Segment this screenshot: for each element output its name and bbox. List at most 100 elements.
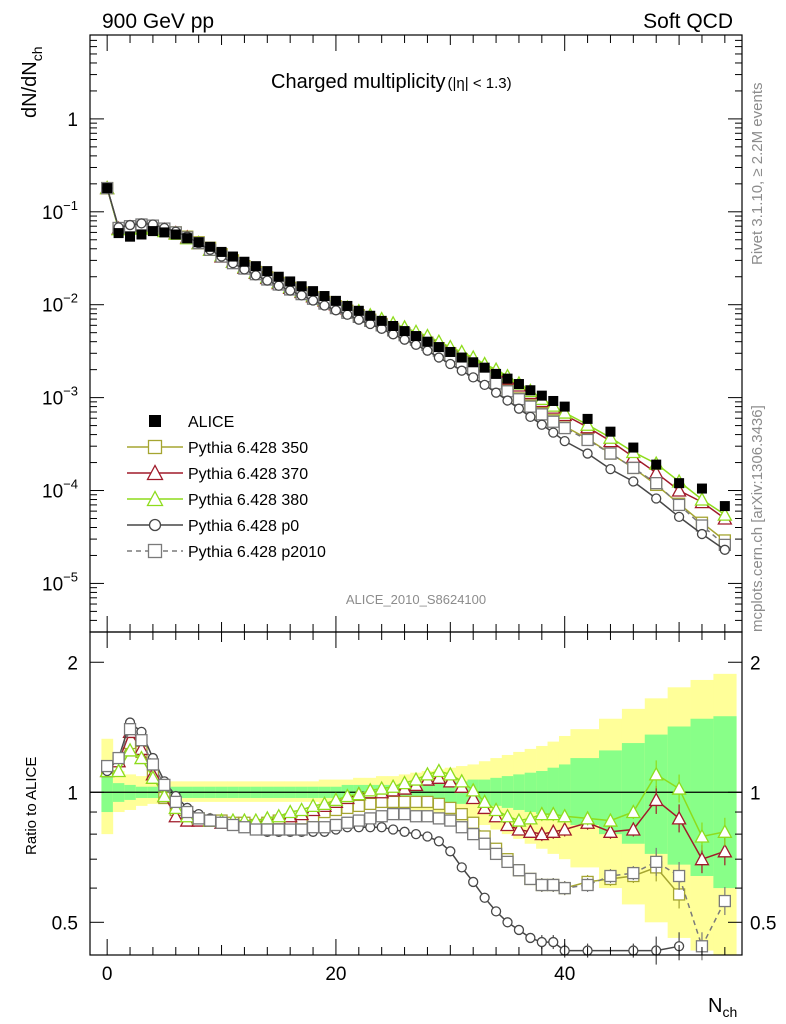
ratio-point (672, 888, 686, 901)
data-point (490, 387, 502, 398)
ratio-point (284, 823, 297, 836)
data-point (696, 528, 708, 540)
uncertainty-band-green (558, 764, 571, 819)
ratio-point (465, 782, 481, 797)
ratio-series-pythia-6-428-p2010 (101, 723, 731, 961)
data-point (582, 448, 593, 459)
data-point (125, 231, 136, 242)
ratio-point (625, 804, 641, 819)
data-point (353, 314, 364, 325)
uncertainty-band-green (101, 761, 114, 813)
ratio-point (364, 812, 377, 825)
x-tick-label: 20 (325, 964, 346, 985)
ratio-point (158, 778, 171, 792)
ratio-point (513, 924, 525, 936)
data-point (524, 400, 537, 413)
ratio-point (111, 763, 127, 778)
ratio-point (215, 816, 228, 829)
ratio-point (717, 823, 733, 838)
data-point (422, 336, 433, 347)
ratio-point (226, 818, 240, 832)
ratio-point (455, 807, 468, 821)
legend-item-pythia-6-428-p0: Pythia 6.428 p0 (127, 518, 299, 535)
data-point (651, 459, 662, 470)
data-point (433, 352, 445, 363)
ratio-point (398, 807, 411, 821)
top-y-label-sub: ch (29, 47, 45, 62)
ratio-y-tick-label: 0.5 (52, 913, 78, 934)
ratio-point (490, 906, 502, 917)
ratio-point (534, 806, 550, 821)
ratio-point (648, 766, 664, 781)
ratio-point (398, 795, 411, 809)
ratio-point (454, 773, 470, 788)
ratio-point (511, 812, 527, 827)
data-point (147, 226, 158, 237)
data-point (136, 229, 147, 240)
ratio-point (444, 801, 457, 815)
data-point (535, 408, 548, 421)
energy-label: 900 GeV pp (102, 10, 214, 33)
ratio-point (123, 723, 137, 736)
data-point (694, 491, 710, 506)
data-point (456, 365, 467, 376)
data-point (365, 310, 376, 321)
data-point (717, 506, 733, 521)
ratio-point (203, 814, 217, 827)
data-point (719, 544, 730, 555)
data-point (525, 385, 536, 396)
ratio-point (410, 828, 422, 840)
legend: ALICE Pythia 6.428 350 Pythia 6.428 370 Pyt… (127, 414, 326, 561)
data-point (628, 442, 639, 453)
ratio-point (547, 878, 560, 892)
mcplots-label: mcplots.cern.ch [arXiv:1306.3436] (749, 405, 766, 632)
data-point (650, 477, 663, 490)
ratio-y-tick-label: 1 (67, 783, 78, 804)
ratio-point (352, 799, 365, 813)
ratio-point (522, 823, 538, 838)
watermark: ALICE_2010_S8624100 (346, 592, 486, 607)
ratio-point (512, 864, 526, 877)
ratio-point (511, 821, 527, 836)
ratio-point (545, 806, 561, 821)
ratio-point (433, 836, 445, 847)
data-point (479, 362, 490, 373)
ratio-point (329, 818, 343, 832)
data-point (342, 300, 353, 311)
top-y-tick-label: 10−1 (42, 198, 78, 224)
ratio-point (502, 917, 513, 928)
data-point (319, 291, 330, 302)
ratio-point (156, 788, 172, 803)
ratio-y-tick-label-right: 0.5 (750, 913, 776, 934)
data-point (285, 276, 296, 287)
ratio-point (351, 786, 367, 801)
chart-title-suffix: (|η| < 1.3) (448, 75, 512, 92)
data-point (558, 421, 571, 435)
ratio-point (467, 816, 480, 829)
ratio-point (479, 892, 490, 903)
data-point (239, 256, 250, 267)
data-point (536, 419, 547, 430)
series-alice (102, 183, 730, 512)
ratio-point (581, 878, 594, 892)
data-point (513, 403, 525, 414)
legend-label: Pythia 6.428 p0 (188, 518, 299, 535)
data-point (411, 331, 421, 342)
ratio-point (468, 876, 479, 888)
data-point (605, 463, 616, 475)
ratio-point (306, 821, 320, 834)
ratio-point (181, 805, 194, 819)
ratio-point (432, 812, 446, 825)
data-point (250, 261, 261, 272)
legend-item-pythia-6-428-380: Pythia 6.428 380 (127, 490, 308, 509)
data-point (433, 342, 444, 353)
data-point (468, 357, 479, 368)
x-axis-label: Nch (708, 995, 737, 1020)
data-point (193, 237, 204, 248)
ratio-point (318, 821, 331, 834)
chart-title: Charged multiplicity (|η| < 1.3) (271, 71, 512, 93)
ratio-point (718, 894, 731, 908)
ratio-point (431, 763, 447, 778)
ratio-point (672, 869, 686, 883)
data-point (102, 183, 113, 194)
